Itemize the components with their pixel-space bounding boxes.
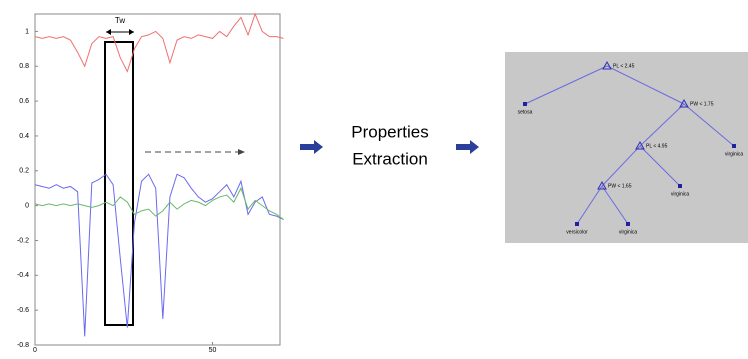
signal-line: [34, 186, 284, 220]
x-tick-label: 50: [209, 347, 217, 354]
split-node: [635, 140, 645, 150]
leaf-node: [678, 184, 682, 188]
slide-arrowhead: [238, 149, 245, 155]
node-label: versicolor: [566, 229, 588, 235]
step-label: Extraction: [352, 149, 428, 168]
step-label: Properties: [351, 122, 428, 141]
split-node: [679, 98, 689, 108]
node-label: virginica: [619, 229, 638, 235]
y-tick-label: -0.2: [17, 237, 29, 244]
signal-line: [34, 12, 284, 73]
tree-edge: [606, 65, 685, 105]
tree-edge: [524, 65, 608, 105]
node-label: PW < 1.65: [608, 183, 632, 189]
leaf-node: [523, 102, 527, 106]
y-tick-label: -0.6: [17, 307, 29, 314]
node-label: PL < 2.45: [613, 63, 635, 69]
y-tick-label: 0.6: [19, 98, 29, 105]
window-box: [104, 41, 134, 326]
node-label: setosa: [518, 109, 533, 115]
y-tick-label: 0.2: [19, 168, 29, 175]
x-tick-label: 0: [33, 347, 37, 354]
tree-edge: [601, 185, 629, 225]
tw-label: Tw: [115, 16, 125, 25]
tree-edge: [576, 185, 603, 225]
node-label: PL < 4.95: [646, 143, 668, 149]
signal-line: [34, 173, 284, 337]
tree-panel: [505, 52, 748, 243]
tree-edge: [601, 145, 641, 187]
node-label: virginica: [671, 191, 690, 197]
leaf-node: [626, 222, 630, 226]
y-tick-label: 0: [25, 202, 29, 209]
y-tick-label: -0.8: [17, 342, 29, 349]
y-tick-label: 1: [25, 28, 29, 35]
flow-arrow: [300, 140, 323, 154]
tree-edge: [683, 103, 735, 147]
split-node: [597, 180, 607, 190]
node-label: PW < 1.75: [690, 101, 714, 107]
tree-edge: [639, 103, 685, 147]
y-tick-label: -0.4: [17, 272, 29, 279]
flow-arrow: [456, 140, 479, 154]
tree-edge: [639, 145, 681, 187]
y-tick-label: 0.8: [19, 63, 29, 70]
node-label: virginica: [725, 151, 744, 157]
y-tick-label: 0.4: [19, 133, 29, 140]
plot-frame: [34, 13, 281, 346]
leaf-node: [732, 144, 736, 148]
split-node: [602, 60, 612, 70]
leaf-node: [575, 222, 579, 226]
